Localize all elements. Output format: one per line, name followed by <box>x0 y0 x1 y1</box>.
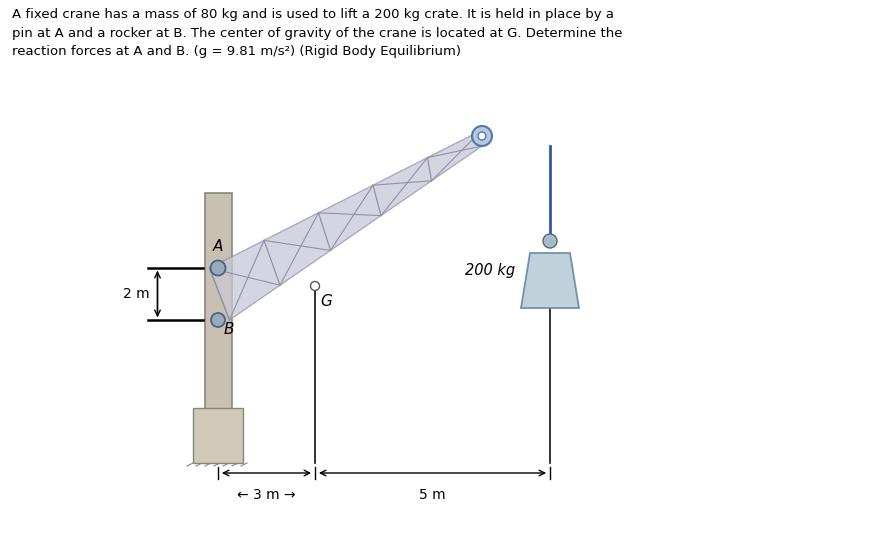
Text: G: G <box>320 294 332 309</box>
Circle shape <box>543 234 557 248</box>
Text: A: A <box>213 239 223 254</box>
Circle shape <box>210 260 226 276</box>
Circle shape <box>211 313 225 327</box>
Circle shape <box>472 126 492 146</box>
Circle shape <box>310 282 319 290</box>
Polygon shape <box>521 253 579 308</box>
Polygon shape <box>209 130 482 320</box>
Text: B: B <box>224 322 235 337</box>
Circle shape <box>478 132 486 140</box>
Text: 200 kg: 200 kg <box>465 263 515 278</box>
Text: 5 m: 5 m <box>419 488 446 502</box>
Text: A fixed crane has a mass of 80 kg and is used to lift a 200 kg crate. It is held: A fixed crane has a mass of 80 kg and is… <box>12 8 623 58</box>
Polygon shape <box>205 193 231 438</box>
Polygon shape <box>193 408 243 463</box>
Text: ← 3 m →: ← 3 m → <box>237 488 296 502</box>
Text: 2 m: 2 m <box>123 287 149 301</box>
